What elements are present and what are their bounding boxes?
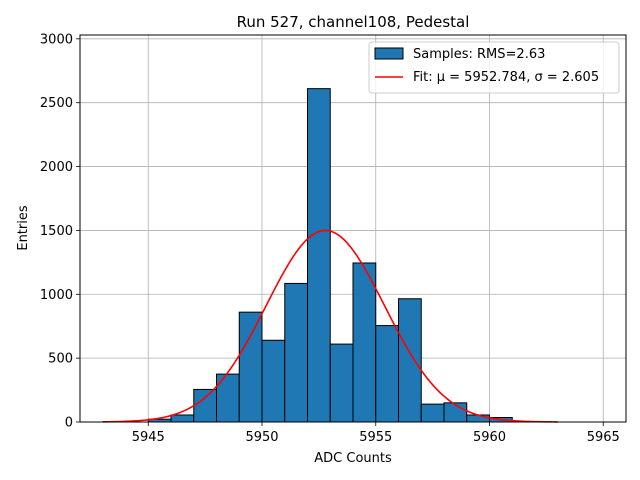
y-tick-label: 2500 (40, 96, 73, 111)
histogram-bar (238, 311, 263, 423)
y-tick-label: 500 (48, 352, 73, 367)
chart-title: Run 527, channel108, Pedestal (237, 13, 470, 31)
histogram-bar (352, 262, 377, 423)
y-axis-label: Entries (16, 205, 31, 251)
histogram-bar (261, 339, 286, 423)
x-tick-label: 5945 (132, 430, 165, 445)
x-tick-label: 5950 (245, 430, 278, 445)
legend-box (368, 41, 620, 94)
y-tick-label: 0 (65, 416, 73, 431)
histogram-bar (420, 403, 445, 423)
legend: Samples: RMS=2.63 Fit: μ = 5952.784, σ =… (368, 41, 620, 94)
histogram-bar (398, 298, 422, 423)
legend-swatch-samples (374, 47, 404, 60)
y-tick-label: 2000 (40, 160, 73, 175)
x-axis-ticks: 5945 5950 5955 5960 5965 (132, 422, 620, 445)
histogram-bar (466, 414, 490, 423)
histogram-bars (147, 88, 513, 423)
histogram-bar (307, 88, 331, 423)
x-tick-label: 5960 (473, 430, 506, 445)
histogram-bar (284, 282, 308, 423)
y-axis-ticks: 0 500 1000 1500 2000 2500 3000 (40, 32, 80, 431)
gaussian-fit-curve (102, 229, 558, 423)
x-axis-label: ADC Counts (314, 451, 392, 466)
y-tick-label: 1000 (40, 288, 73, 303)
x-tick-label: 5965 (587, 430, 620, 445)
histogram-bar (443, 402, 468, 423)
y-tick-label: 3000 (40, 32, 73, 47)
histogram-bar (375, 325, 399, 423)
axes-frame (79, 34, 627, 423)
histogram-bar (329, 343, 354, 423)
y-tick-label: 1500 (40, 224, 73, 239)
legend-label-samples: Samples: RMS=2.63 (413, 47, 545, 62)
histogram-bar (193, 388, 217, 423)
histogram-bar (216, 373, 240, 423)
legend-label-fit: Fit: μ = 5952.784, σ = 2.605 (413, 70, 599, 85)
x-tick-label: 5955 (359, 430, 392, 445)
histogram-bar (170, 414, 195, 423)
